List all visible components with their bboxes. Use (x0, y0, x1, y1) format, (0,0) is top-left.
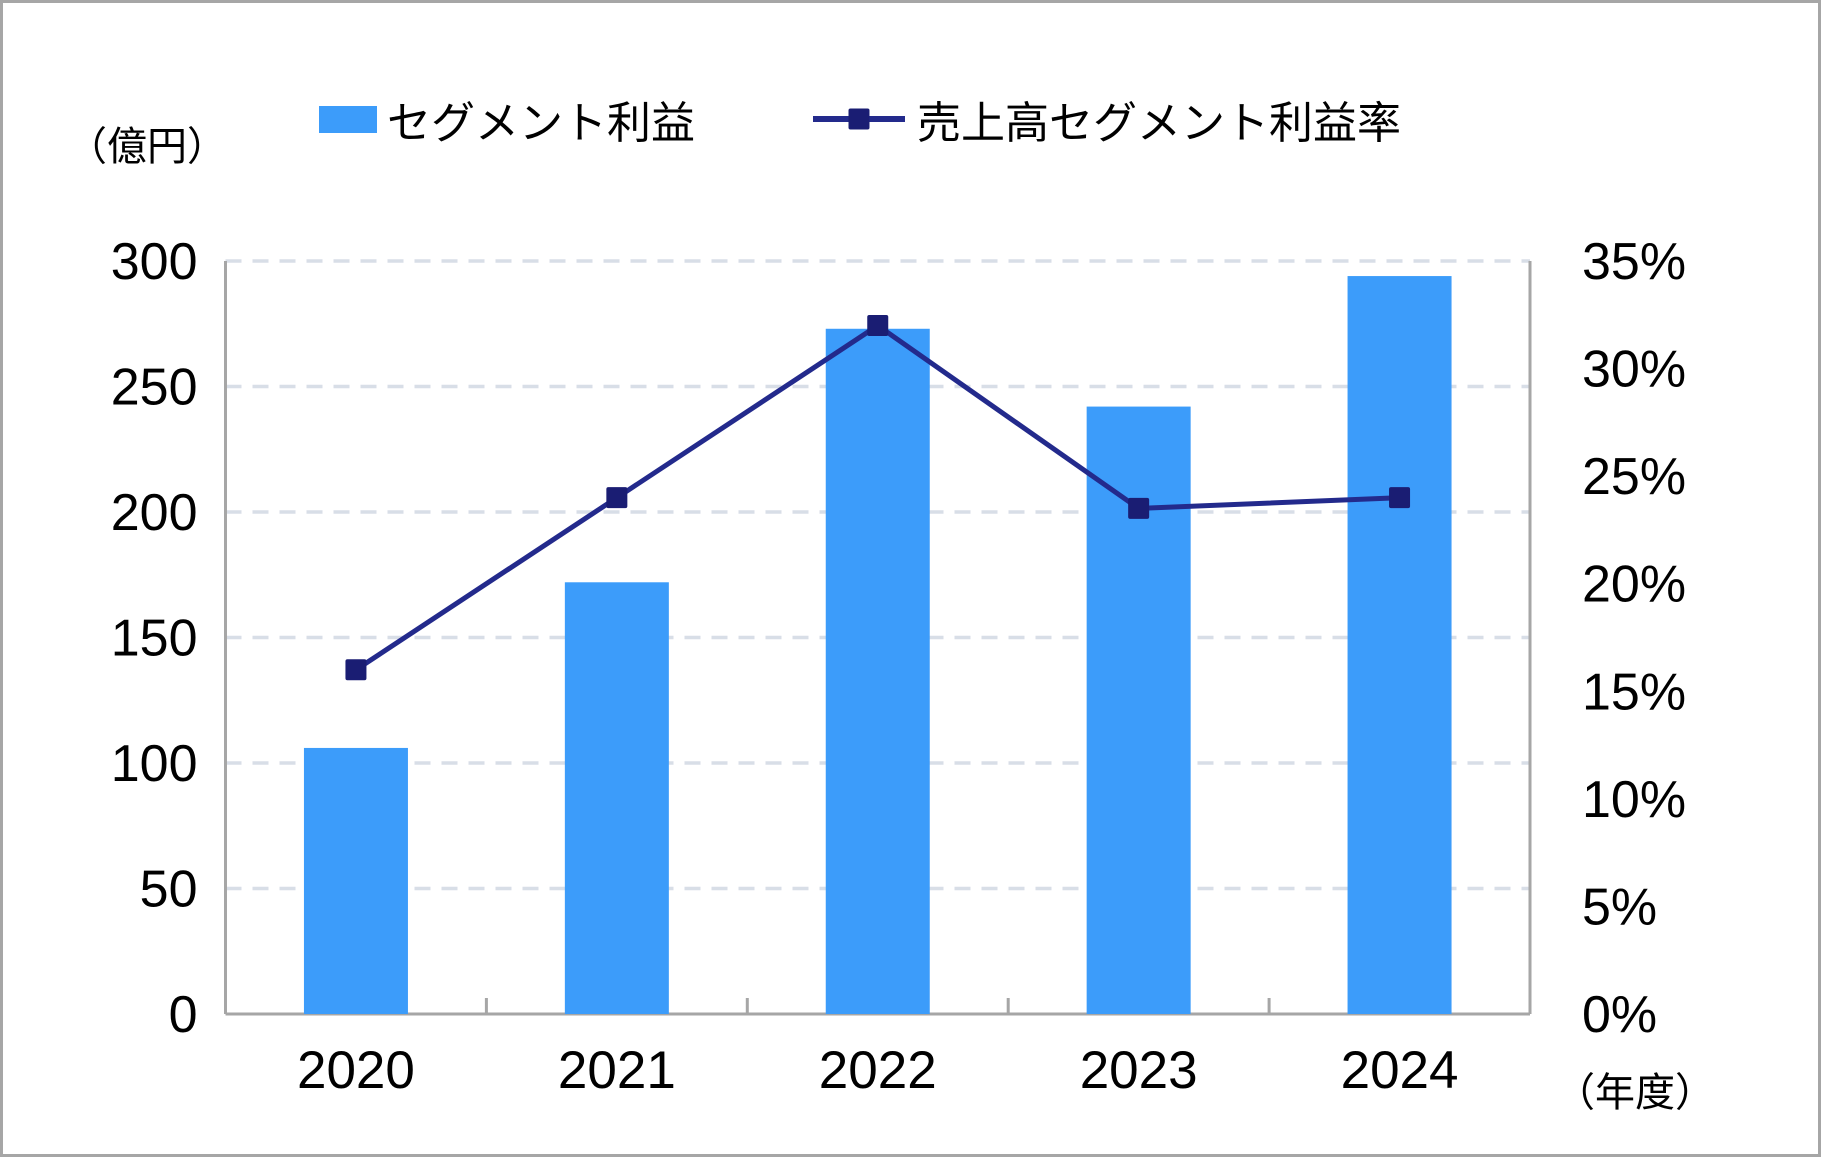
right-tick-label-20%: 20% (1582, 556, 1686, 614)
bar-2023 (1086, 406, 1191, 1015)
marker-2020 (345, 659, 367, 681)
right-tick-label-0%: 0% (1582, 986, 1657, 1044)
legend-bar-label: セグメント利益 (387, 99, 695, 148)
bar-2020 (303, 747, 408, 1014)
marker-2021 (606, 487, 628, 509)
x-tick-label-2024: 2024 (1341, 1041, 1459, 1100)
legend-line-label: 売上高セグメント利益率 (917, 99, 1401, 148)
left-axis-unit-label: （億円） (67, 125, 227, 169)
line-series-swatch-icon (813, 108, 905, 130)
legend-item-segment-profit: セグメント利益 (319, 87, 695, 151)
x-tick-label-2022: 2022 (819, 1041, 937, 1100)
line-marker-swatch-icon (848, 108, 870, 130)
left-tick-label-300: 300 (111, 233, 198, 291)
bar-2024 (1347, 276, 1452, 1014)
right-tick-label-35%: 35% (1582, 233, 1686, 291)
left-tick-label-0: 0 (169, 986, 198, 1044)
right-tick-label-5%: 5% (1582, 878, 1657, 936)
right-tick-label-10%: 10% (1582, 771, 1686, 829)
left-tick-label-200: 200 (111, 484, 198, 542)
bar-series-swatch-icon (319, 105, 377, 133)
bar-2021 (564, 582, 669, 1014)
marker-2023 (1128, 497, 1150, 519)
x-axis-unit-label: （年度） (1555, 1071, 1715, 1115)
x-tick-label-2020: 2020 (297, 1041, 415, 1100)
legend: セグメント利益 売上高セグメント利益率 (319, 93, 1401, 148)
right-tick-label-15%: 15% (1582, 663, 1686, 721)
left-tick-label-150: 150 (111, 610, 198, 668)
right-tick-label-25%: 25% (1582, 448, 1686, 506)
left-tick-label-100: 100 (111, 735, 198, 793)
left-tick-label-50: 50 (140, 861, 198, 919)
x-tick-label-2021: 2021 (558, 1041, 676, 1100)
marker-2024 (1389, 487, 1411, 509)
bar-2022 (825, 328, 930, 1014)
marker-2022 (867, 315, 889, 337)
plot-area: 0 50 100 150 200 250 300 0% 5% 10% 15% 20% 25% 30% 35%… (111, 233, 1686, 1100)
left-tick-label-250: 250 (111, 359, 198, 417)
right-tick-label-30%: 30% (1582, 341, 1686, 399)
legend-item-profit-ratio: 売上高セグメント利益率 (813, 87, 1401, 151)
x-tick-label-2023: 2023 (1080, 1041, 1198, 1100)
